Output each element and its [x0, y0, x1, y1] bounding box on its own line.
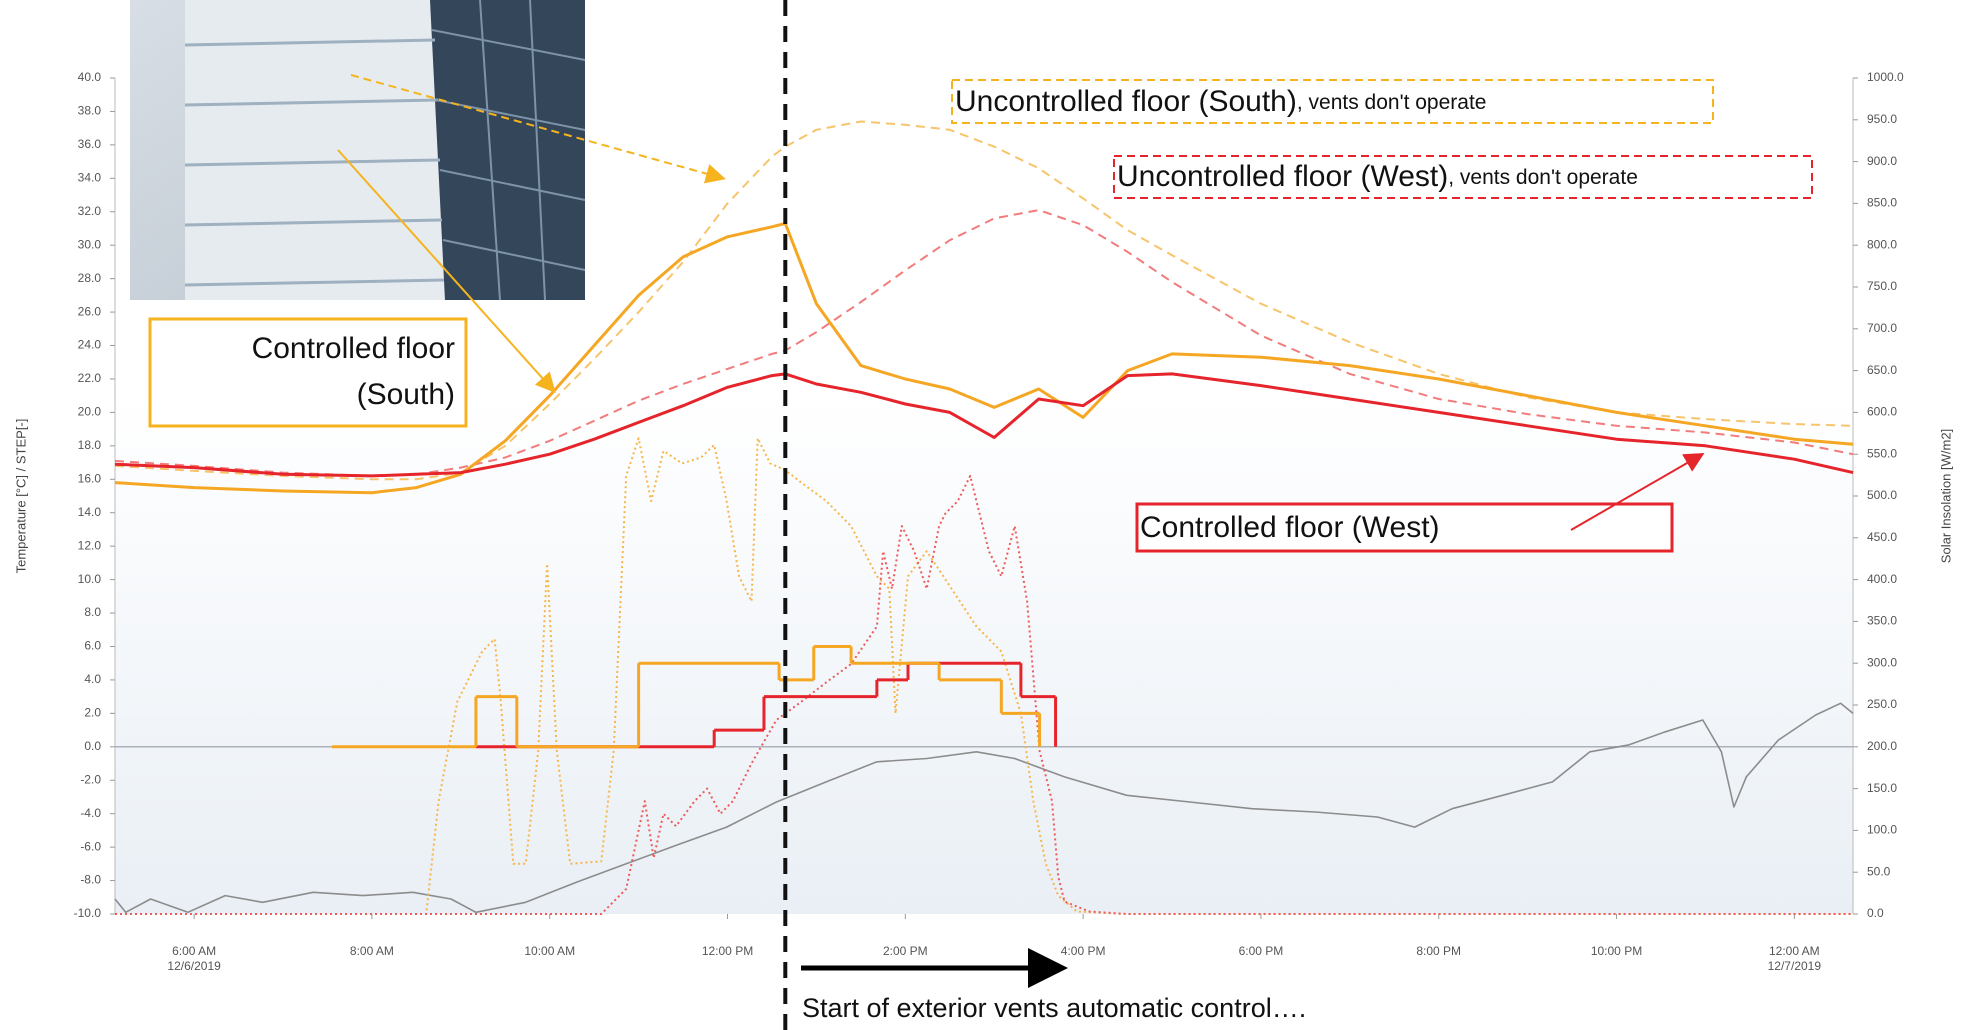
y2-tick-label: 700.0: [1867, 321, 1897, 335]
y-tick-label: 32.0: [78, 204, 102, 218]
y-tick-label: 40.0: [78, 70, 102, 84]
y-tick-label: 0.0: [84, 739, 101, 753]
y2-tick-label: 850.0: [1867, 196, 1897, 210]
y-tick-label: 36.0: [78, 137, 102, 151]
annotation-box: [951, 79, 1714, 124]
y-tick-label: 14.0: [78, 505, 102, 519]
y-tick-label: 26.0: [78, 304, 102, 318]
annotation: Uncontrolled floor (West), vents don't o…: [1117, 160, 1638, 193]
x-tick-label: 12:00 AM: [1769, 944, 1820, 958]
y2-tick-label: 950.0: [1867, 112, 1897, 126]
y2-tick-label: 350.0: [1867, 614, 1897, 628]
y2-tick-label: 800.0: [1867, 237, 1897, 251]
y-tick-label: 28.0: [78, 271, 102, 285]
y2-tick-label: 1000.0: [1867, 70, 1904, 84]
y2-tick-label: 300.0: [1867, 655, 1897, 669]
y2-tick-label: 0.0: [1867, 906, 1884, 920]
annotation-box: [148, 317, 468, 428]
series-line: [115, 437, 1853, 915]
photo-glass: [430, 0, 585, 300]
y2-tick-label: 450.0: [1867, 530, 1897, 544]
annotation-arrow: [337, 149, 556, 393]
x-tick-label: 10:00 AM: [524, 944, 575, 958]
y2-tick-label: 500.0: [1867, 488, 1897, 502]
y2-tick-label: 250.0: [1867, 697, 1897, 711]
x-tick-date: 12/6/2019: [167, 959, 221, 973]
y-tick-label: 4.0: [84, 672, 101, 686]
annotation: Start of exterior vents automatic contro…: [802, 993, 1306, 1023]
y-tick-label: -2.0: [80, 772, 101, 786]
y-axis-title: Temperature [°C] / STEP[-]: [13, 419, 28, 574]
y-tick-label: 10.0: [78, 572, 102, 586]
y2-tick-label: 750.0: [1867, 279, 1897, 293]
x-tick-label: 8:00 PM: [1416, 944, 1461, 958]
y-tick-label: 8.0: [84, 605, 101, 619]
y-tick-label: 38.0: [78, 104, 102, 118]
annotation: Uncontrolled floor (South), vents don't …: [955, 85, 1486, 118]
y-tick-label: 18.0: [78, 438, 102, 452]
y-tick-label: -6.0: [80, 839, 101, 853]
y-tick-label: 20.0: [78, 405, 102, 419]
y2-tick-label: 50.0: [1867, 864, 1891, 878]
y2-tick-label: 550.0: [1867, 446, 1897, 460]
y-tick-label: 2.0: [84, 706, 101, 720]
y2-tick-label: 900.0: [1867, 154, 1897, 168]
photo: [130, 0, 586, 301]
y2-tick-label: 100.0: [1867, 823, 1897, 837]
plot-layer: -10.0 -8.0 -6.0 -4.0 -2.0 0.0 2.0 4.0 6.0 8.0 10.0…: [74, 70, 1904, 973]
y-tick-label: 12.0: [78, 538, 102, 552]
y-tick-label: 34.0: [78, 170, 102, 184]
y2-tick-label: 150.0: [1867, 781, 1897, 795]
series-line: [114, 222, 1854, 495]
y-tick-label: 30.0: [78, 237, 102, 251]
x-tick-label: 6:00 PM: [1239, 944, 1284, 958]
y-tick-label: -4.0: [80, 806, 101, 820]
y-tick-label: -10.0: [74, 906, 102, 920]
x-tick-date: 12/7/2019: [1768, 959, 1822, 973]
y-tick-label: -8.0: [80, 873, 101, 887]
y2-tick-label: 650.0: [1867, 363, 1897, 377]
y2-axis-title: Solar Insolation [W/m2]: [1938, 429, 1953, 563]
y-tick-label: 6.0: [84, 639, 101, 653]
y2-tick-label: 200.0: [1867, 739, 1897, 753]
x-tick-label: 2:00 PM: [883, 944, 928, 958]
series-line: [114, 372, 1854, 478]
x-tick-label: 10:00 PM: [1591, 944, 1642, 958]
x-tick-label: 8:00 AM: [350, 944, 394, 958]
annotations: Uncontrolled floor (South), vents don't …: [148, 74, 1813, 1023]
y-tick-label: 24.0: [78, 338, 102, 352]
annotation: Controlled floor (West): [1140, 511, 1440, 544]
photo-glass-grid: [431, 0, 586, 301]
annotation: Controlled floor: [252, 332, 455, 365]
x-tick-label: 12:00 PM: [702, 944, 753, 958]
annotation: (South): [357, 378, 455, 411]
x-tick-label: 4:00 PM: [1061, 944, 1106, 958]
annotation-box: [1135, 502, 1674, 553]
series-line: [114, 702, 1854, 914]
y-tick-label: 16.0: [78, 471, 102, 485]
y2-tick-label: 600.0: [1867, 405, 1897, 419]
photo-grid: [184, 38, 445, 287]
y2-tick-label: 400.0: [1867, 572, 1897, 586]
series-line: [114, 209, 1854, 477]
x-tick-label: 6:00 AM: [172, 944, 216, 958]
y-tick-label: 22.0: [78, 371, 102, 385]
annotation-arrow: [1570, 453, 1705, 531]
annotation-box: [1113, 155, 1813, 199]
